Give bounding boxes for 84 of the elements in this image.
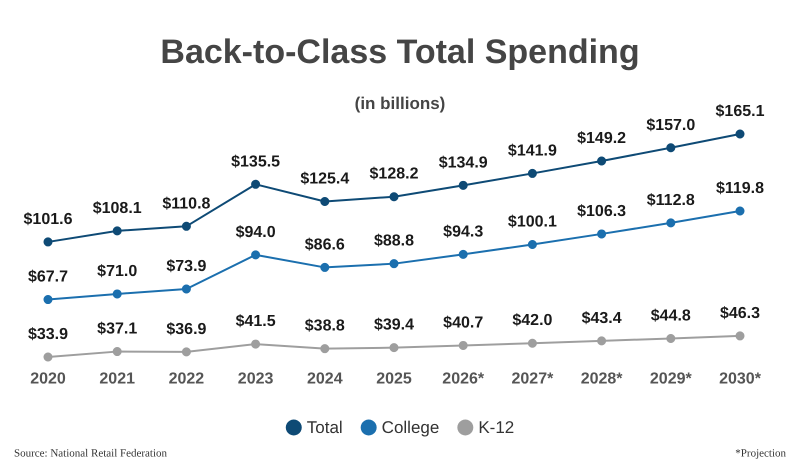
point	[458, 250, 468, 259]
data-label: $134.9	[438, 154, 488, 172]
point	[251, 250, 260, 260]
chart-title: Back-to-Class Total Spending	[160, 33, 640, 71]
point	[390, 192, 398, 202]
data-label: $135.5	[231, 153, 280, 170]
point	[112, 289, 122, 298]
data-label: $88.8	[374, 232, 414, 250]
point	[666, 334, 676, 343]
data-label: $33.9	[28, 326, 68, 343]
data-label: $40.7	[443, 314, 484, 332]
point	[182, 222, 191, 231]
data-label: $94.3	[443, 223, 484, 240]
data-label: $108.1	[92, 200, 142, 217]
point	[528, 338, 537, 348]
data-label: $41.5	[236, 313, 276, 330]
point	[44, 295, 52, 304]
data-label: $119.8	[716, 180, 764, 197]
point	[736, 130, 744, 138]
point	[597, 336, 606, 346]
data-label: $112.8	[646, 192, 695, 209]
x-tick-label: 2027*	[511, 370, 554, 388]
point	[458, 340, 468, 350]
point	[528, 240, 537, 249]
point	[597, 229, 606, 238]
point	[458, 180, 468, 190]
point	[390, 343, 398, 352]
legend-label: K-12	[478, 418, 514, 437]
x-tick-label: 2020	[30, 370, 66, 388]
x-tick-label: 2029*	[650, 370, 692, 388]
point	[597, 156, 606, 166]
data-label: $39.4	[374, 316, 414, 334]
point	[251, 180, 260, 189]
point	[182, 347, 191, 356]
x-tick-label: 2024	[307, 370, 343, 388]
data-label: $101.6	[24, 210, 73, 228]
data-label: $73.9	[166, 258, 207, 276]
data-label: $157.0	[646, 116, 696, 134]
data-label: $110.8	[162, 195, 211, 212]
data-label: $128.2	[370, 166, 419, 183]
data-label: $71.0	[97, 262, 138, 280]
point	[251, 340, 260, 349]
x-tick-label: 2028*	[580, 370, 624, 388]
x-tick-label: 2025	[376, 370, 412, 388]
point	[320, 344, 330, 354]
data-label: $106.3	[577, 202, 626, 220]
legend-label: College	[382, 418, 440, 437]
x-tick-label: 2023	[238, 370, 274, 388]
point	[112, 226, 122, 236]
data-label: $36.9	[166, 320, 207, 338]
point	[112, 347, 122, 356]
point	[390, 259, 398, 268]
data-label: $100.1	[508, 213, 557, 230]
data-label: $125.4	[300, 170, 350, 188]
legend-label: Total	[306, 418, 343, 437]
data-label: $67.7	[28, 268, 68, 286]
point	[528, 168, 537, 178]
data-label: $43.4	[582, 310, 622, 327]
x-tick-label: 2030*	[719, 370, 762, 388]
x-tick-label: 2021	[99, 370, 136, 388]
point	[44, 237, 52, 246]
data-label: $38.8	[304, 318, 345, 335]
data-label: $44.8	[650, 307, 691, 324]
data-label: $165.1	[716, 103, 765, 120]
chart-subtitle: (in billions)	[354, 94, 446, 113]
x-tick-label: 2022	[168, 370, 204, 388]
data-label: $86.6	[304, 236, 345, 254]
point	[666, 143, 676, 152]
data-label: $94.0	[236, 224, 276, 241]
data-label: $141.9	[508, 142, 557, 160]
point	[320, 262, 330, 272]
data-label: $46.3	[720, 304, 760, 322]
point	[44, 352, 52, 362]
point	[736, 206, 744, 216]
data-label: $37.1	[97, 320, 138, 338]
point	[182, 284, 191, 294]
data-label: $42.0	[512, 312, 553, 330]
point	[320, 196, 330, 206]
x-tick-label: 2026*	[442, 370, 485, 388]
point	[666, 218, 676, 228]
text: *Projection	[735, 448, 786, 460]
data-label: $149.2	[577, 130, 626, 148]
point	[736, 331, 744, 340]
source-note: Source: National Retail Federation	[14, 448, 168, 460]
